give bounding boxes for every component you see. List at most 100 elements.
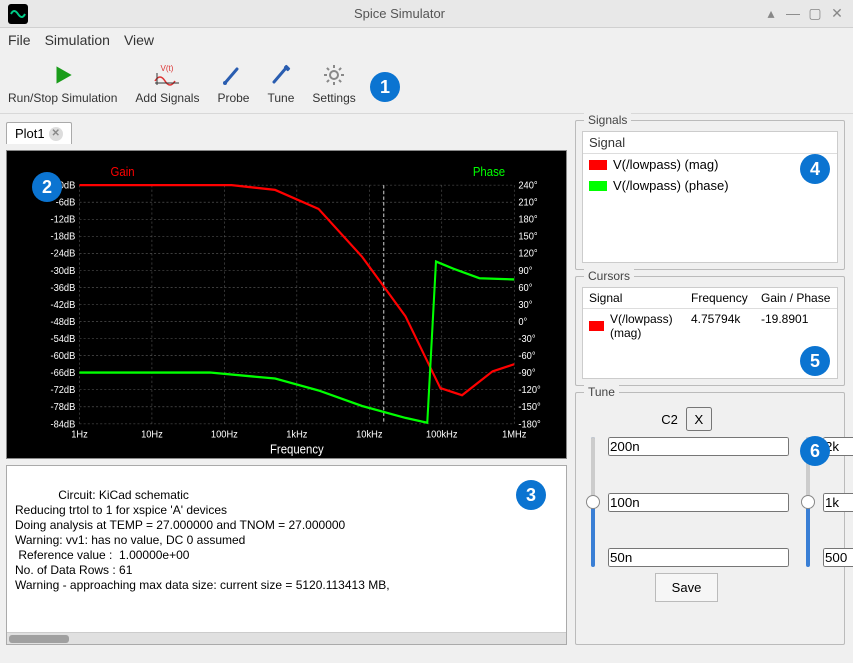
svg-text:-150°: -150° <box>518 402 540 414</box>
menu-file[interactable]: File <box>8 32 31 48</box>
menu-view[interactable]: View <box>124 32 154 48</box>
tab-close-icon[interactable]: ✕ <box>49 127 63 141</box>
svg-text:Gain: Gain <box>111 165 135 180</box>
signal-color-swatch <box>589 321 604 331</box>
svg-text:10kHz: 10kHz <box>356 429 382 441</box>
minimize-icon[interactable]: — <box>785 5 801 22</box>
maximize-icon[interactable]: ▢ <box>807 5 823 22</box>
add-signals-button[interactable]: V(t) Add Signals <box>135 61 199 105</box>
tune-max-input[interactable] <box>823 437 853 456</box>
plot-area[interactable]: GainPhaseFrequency0dB-6dB-12dB-18dB-24dB… <box>6 150 567 459</box>
svg-text:Frequency: Frequency <box>270 442 324 457</box>
tune-min-input[interactable] <box>823 548 853 567</box>
svg-text:-120°: -120° <box>518 385 540 397</box>
svg-text:-66dB: -66dB <box>51 368 76 380</box>
svg-text:210°: 210° <box>518 197 537 209</box>
signal-row[interactable]: V(/lowpass) (mag) <box>583 154 837 175</box>
close-icon[interactable]: ✕ <box>829 5 845 22</box>
svg-text:-36dB: -36dB <box>51 282 76 294</box>
tune-button[interactable]: Tune <box>267 61 294 105</box>
svg-text:-12dB: -12dB <box>51 214 76 226</box>
signal-label: V(/lowpass) (phase) <box>613 178 729 193</box>
tune-title: Tune <box>584 385 619 399</box>
cursor-col-signal: Signal <box>589 291 691 305</box>
toolbar: Run/Stop Simulation V(t) Add Signals Pro… <box>0 52 853 114</box>
svg-text:240°: 240° <box>518 180 537 192</box>
run-stop-label: Run/Stop Simulation <box>8 91 117 105</box>
svg-text:-48dB: -48dB <box>51 317 76 329</box>
svg-text:30°: 30° <box>518 300 532 312</box>
svg-text:-54dB: -54dB <box>51 334 76 346</box>
cursor-col-val: Gain / Phase <box>761 291 831 305</box>
cursor-col-freq: Frequency <box>691 291 761 305</box>
tune-label: Tune <box>267 91 294 105</box>
svg-text:-60dB: -60dB <box>51 351 76 363</box>
window-title: Spice Simulator <box>36 6 763 21</box>
plot-tabs: Plot1 ✕ <box>6 120 567 144</box>
tune-save-button[interactable]: Save <box>655 573 719 602</box>
run-stop-button[interactable]: Run/Stop Simulation <box>8 61 117 105</box>
tune-remove-button[interactable]: X <box>686 407 712 431</box>
cursor-freq: 4.75794k <box>691 312 761 340</box>
svg-text:Phase: Phase <box>473 165 506 180</box>
tab-plot1[interactable]: Plot1 ✕ <box>6 122 72 144</box>
probe-icon <box>221 61 245 89</box>
signals-header: Signal <box>589 135 625 150</box>
svg-text:-24dB: -24dB <box>51 248 76 260</box>
svg-text:150°: 150° <box>518 231 537 243</box>
svg-text:-30°: -30° <box>518 334 535 346</box>
svg-text:V(t): V(t) <box>161 64 174 73</box>
console-output: Circuit: KiCad schematic Reducing trtol … <box>6 465 567 645</box>
tab-label: Plot1 <box>15 126 45 141</box>
svg-text:-78dB: -78dB <box>51 402 76 414</box>
settings-button[interactable]: Settings <box>312 61 355 105</box>
add-signals-icon: V(t) <box>153 61 181 89</box>
svg-text:100kHz: 100kHz <box>426 429 458 441</box>
tune-value-input[interactable] <box>823 493 853 512</box>
play-icon <box>50 61 76 89</box>
tune-panel: Tune C2 X Save R2 X <box>575 392 845 645</box>
signal-color-swatch <box>589 160 607 170</box>
svg-text:10Hz: 10Hz <box>141 429 163 441</box>
tune-max-input[interactable] <box>608 437 789 456</box>
settings-label: Settings <box>312 91 355 105</box>
tune-value-input[interactable] <box>608 493 789 512</box>
svg-text:180°: 180° <box>518 214 537 226</box>
console-text: Circuit: KiCad schematic Reducing trtol … <box>15 488 390 592</box>
app-icon <box>8 4 28 24</box>
console-scrollbar[interactable] <box>7 632 566 644</box>
cursor-label: V(/lowpass) (mag) <box>610 312 691 340</box>
window-up-icon[interactable]: ▴ <box>763 5 779 22</box>
svg-text:60°: 60° <box>518 282 532 294</box>
signals-title: Signals <box>584 113 631 127</box>
menu-simulation[interactable]: Simulation <box>45 32 110 48</box>
menu-bar: File Simulation View <box>0 28 853 52</box>
svg-text:-18dB: -18dB <box>51 231 76 243</box>
title-bar: Spice Simulator ▴ — ▢ ✕ <box>0 0 853 28</box>
svg-text:1kHz: 1kHz <box>286 429 307 441</box>
svg-text:-72dB: -72dB <box>51 385 76 397</box>
probe-label: Probe <box>217 91 249 105</box>
signal-row[interactable]: V(/lowpass) (phase) <box>583 175 837 196</box>
svg-text:90°: 90° <box>518 265 532 277</box>
svg-text:100Hz: 100Hz <box>211 429 238 441</box>
cursor-val: -19.8901 <box>761 312 831 340</box>
svg-text:-90°: -90° <box>518 368 535 380</box>
svg-text:0°: 0° <box>518 317 527 329</box>
tune-min-input[interactable] <box>608 548 789 567</box>
tune-slider[interactable] <box>584 437 602 567</box>
probe-button[interactable]: Probe <box>217 61 249 105</box>
gear-icon <box>322 61 346 89</box>
cursors-title: Cursors <box>584 269 634 283</box>
signal-label: V(/lowpass) (mag) <box>613 157 718 172</box>
tune-column-C2: C2 X Save <box>584 407 789 602</box>
add-signals-label: Add Signals <box>135 91 199 105</box>
tune-column-R2: R2 X Save <box>799 407 853 602</box>
tune-param-name: C2 <box>661 412 678 427</box>
svg-text:-6dB: -6dB <box>56 197 76 209</box>
svg-text:120°: 120° <box>518 248 537 260</box>
svg-text:-30dB: -30dB <box>51 265 76 277</box>
tune-slider[interactable] <box>799 437 817 567</box>
cursor-row[interactable]: V(/lowpass) (mag) 4.75794k -19.8901 <box>583 309 837 343</box>
svg-text:1Hz: 1Hz <box>71 429 88 441</box>
